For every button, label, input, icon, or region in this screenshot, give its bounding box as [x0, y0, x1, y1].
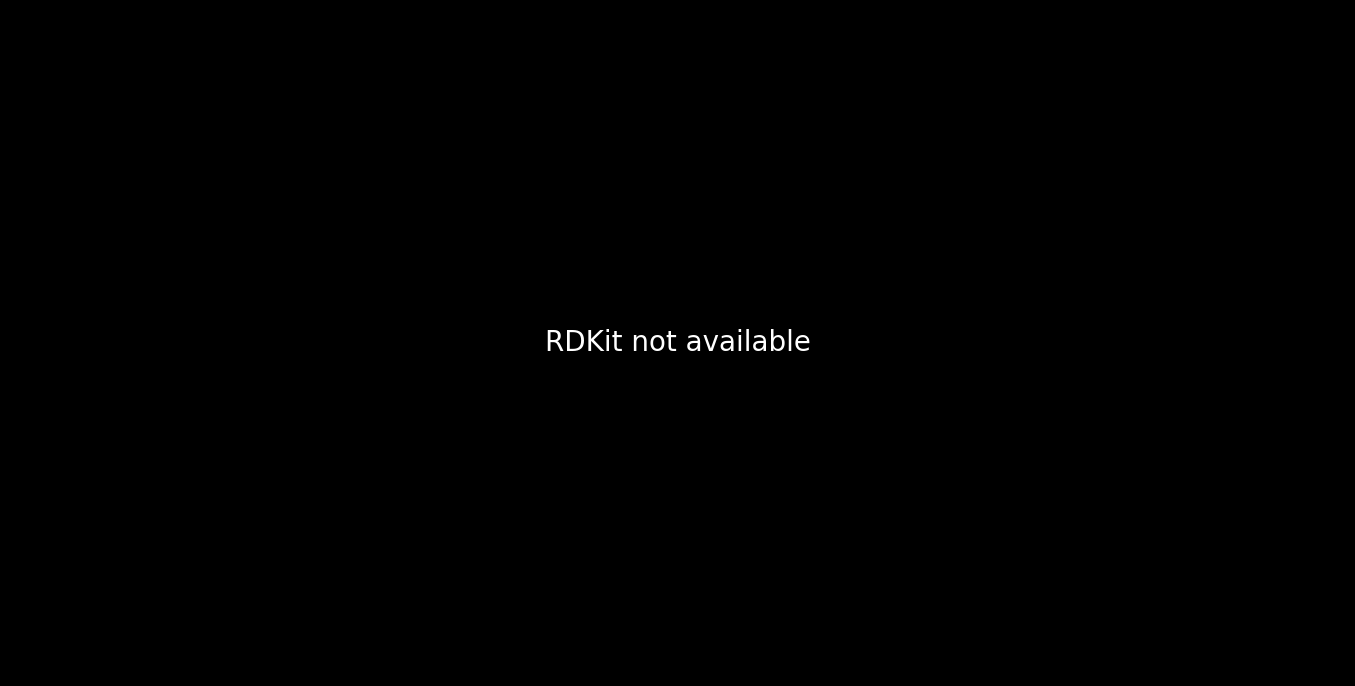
Text: RDKit not available: RDKit not available	[545, 329, 810, 357]
